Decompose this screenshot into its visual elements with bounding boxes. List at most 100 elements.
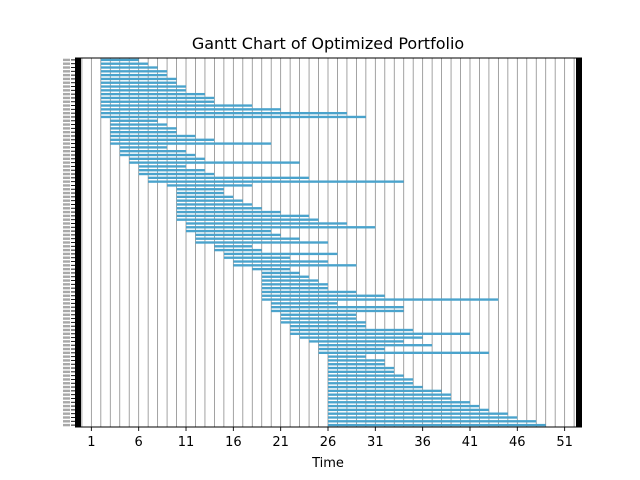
y-tick-label-mark <box>63 85 70 88</box>
task-bar <box>100 85 187 88</box>
y-tick-label-mark <box>63 267 70 271</box>
y-tick-label-mark <box>63 73 70 77</box>
task-bar <box>280 313 357 316</box>
task-bar <box>318 344 433 347</box>
task-bar <box>176 195 234 199</box>
x-tick-label: 21 <box>272 435 289 450</box>
y-tick-label-mark <box>63 423 70 427</box>
task-bar <box>328 393 452 396</box>
y-tick-label-mark <box>63 111 70 115</box>
task-bar <box>328 374 404 377</box>
y-tick-label-mark <box>63 77 70 81</box>
task-bar <box>100 77 177 81</box>
right-axis-edge <box>576 58 582 427</box>
task-bar <box>214 248 262 252</box>
y-tick-label-mark <box>63 153 70 157</box>
task-bar <box>176 207 262 210</box>
task-bar <box>290 332 470 335</box>
y-tick-label-mark <box>63 146 70 149</box>
task-bar <box>280 317 357 320</box>
task-bar <box>186 222 347 225</box>
task-bar <box>110 127 177 130</box>
x-tick-label: 41 <box>462 435 479 450</box>
task-bar <box>328 378 414 381</box>
task-bar <box>328 355 366 358</box>
y-tick-label-mark <box>63 412 70 415</box>
task-bar <box>100 66 158 69</box>
task-bar <box>299 336 423 339</box>
y-tick-label-mark <box>63 207 70 210</box>
task-bar <box>290 325 366 328</box>
y-tick-label-mark <box>63 317 70 320</box>
y-tick-label-mark <box>63 222 70 225</box>
chart-title: Gantt Chart of Optimized Portfolio <box>192 34 464 53</box>
y-tick-label-mark <box>63 165 70 168</box>
y-tick-label-mark <box>63 309 70 313</box>
task-bar <box>110 123 168 126</box>
task-bar <box>233 260 328 263</box>
y-tick-label-mark <box>63 344 70 347</box>
y-tick-label-mark <box>63 81 70 84</box>
y-tick-label-mark <box>63 233 70 237</box>
y-tick-label-mark <box>63 127 70 130</box>
task-bar <box>328 423 546 427</box>
y-tick-label-mark <box>63 260 70 263</box>
task-bar <box>110 138 215 141</box>
y-tick-label-mark <box>63 180 70 183</box>
y-tick-label-mark <box>63 340 70 343</box>
task-bar <box>328 408 489 412</box>
y-tick-label-mark <box>63 256 70 259</box>
task-bars <box>100 58 546 427</box>
y-tick-label-mark <box>63 252 70 256</box>
left-axis-edge <box>75 58 81 427</box>
y-tick-label-mark <box>63 203 70 206</box>
y-tick-label-mark <box>63 366 70 370</box>
y-tick-label-mark <box>63 279 70 282</box>
y-tick-label-mark <box>63 115 70 119</box>
y-tick-label-mark <box>63 305 70 309</box>
task-bar <box>119 150 187 153</box>
x-axis-label: Time <box>311 456 344 471</box>
task-bar <box>100 81 177 84</box>
y-tick-label-mark <box>63 351 70 355</box>
x-tick-label: 51 <box>556 435 573 450</box>
x-tick-label: 46 <box>509 435 526 450</box>
task-bar <box>110 142 272 145</box>
y-tick-label-mark <box>63 302 70 305</box>
task-bar <box>100 108 281 111</box>
axis-edges <box>75 57 582 428</box>
y-tick-label-mark <box>63 363 70 366</box>
y-tick-label-mark <box>63 150 70 153</box>
y-tick-label-mark <box>63 66 70 69</box>
y-tick-label-mark <box>63 370 70 374</box>
task-bar <box>100 70 168 73</box>
y-tick-label-mark <box>63 210 70 214</box>
task-bar <box>290 328 414 332</box>
task-bar <box>328 420 537 423</box>
y-tick-label-mark <box>63 397 70 400</box>
y-tick-label-mark <box>63 313 70 316</box>
task-bar <box>186 226 376 229</box>
y-tick-label-mark <box>63 321 70 324</box>
y-tick-label-mark <box>63 89 70 92</box>
y-tick-label-mark <box>63 401 70 404</box>
y-tick-label-mark <box>63 393 70 396</box>
task-bar <box>100 62 149 65</box>
task-bar <box>176 203 253 206</box>
task-bar <box>328 370 395 374</box>
y-tick-label-mark <box>63 416 70 419</box>
task-bar <box>261 294 385 297</box>
y-tick-label-mark <box>63 229 70 233</box>
y-tick-label-mark <box>63 176 70 180</box>
y-tick-label-mark <box>63 104 70 107</box>
task-bar <box>176 218 319 221</box>
task-bar <box>328 412 508 415</box>
task-bar <box>110 134 196 138</box>
y-tick-label-mark <box>63 214 70 218</box>
y-tick-label-mark <box>63 199 70 202</box>
y-tick-label-mark <box>63 283 70 286</box>
task-bar <box>176 210 281 214</box>
y-tick-label-mark <box>63 157 70 161</box>
y-tick-label-mark <box>63 328 70 332</box>
